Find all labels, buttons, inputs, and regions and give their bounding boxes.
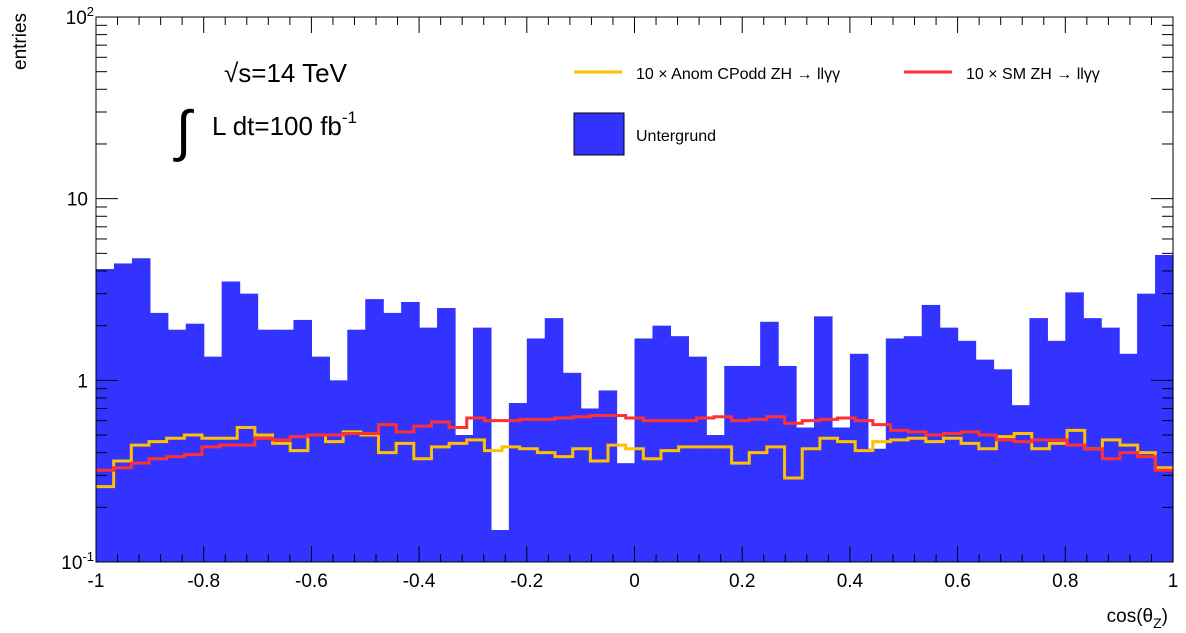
histogram-bar <box>706 435 725 562</box>
y-tick-label: 1 <box>77 371 88 392</box>
histogram-bar <box>831 427 851 562</box>
histogram-bar <box>490 530 510 562</box>
histogram-bar <box>742 365 761 562</box>
histogram-bar <box>311 356 330 562</box>
histogram-bar <box>257 329 277 562</box>
x-tick-label: -1 <box>88 571 105 592</box>
y-tick-label: 10-1 <box>61 549 94 574</box>
histogram-bar <box>849 353 869 562</box>
histogram-bar <box>131 258 151 562</box>
histogram-bar <box>329 380 348 562</box>
x-tick-label: -0.4 <box>403 571 436 592</box>
histogram-bar <box>1011 405 1030 562</box>
x-tick-label: 1 <box>1168 571 1179 592</box>
histogram-bar <box>544 318 564 562</box>
background-histogram <box>96 254 1174 563</box>
legend-fill-swatch <box>573 112 625 156</box>
histogram-bar <box>275 329 295 562</box>
histogram-bar <box>96 269 115 562</box>
histogram-bar <box>1083 318 1102 562</box>
histogram-bar <box>383 312 402 562</box>
sm-step-line <box>96 414 1173 472</box>
svg-text:√s=14 TeV: √s=14 TeV <box>224 58 348 88</box>
histogram-bar <box>580 408 600 562</box>
x-tick-labels: -1 -0.8 -0.6 -0.4 -0.2 0 0.2 0.4 0.6 0.8 1 <box>88 571 1179 592</box>
histogram-bar <box>455 435 474 562</box>
histogram-bar <box>867 448 887 562</box>
histogram-bar <box>365 299 384 562</box>
x-tick-label: 0.2 <box>729 571 755 592</box>
histogram-bar <box>760 321 779 562</box>
legend: 10 × Anom CPodd ZH → llγγ 10 × SM ZH → ll… <box>573 66 1100 156</box>
y-tick-label: 102 <box>66 4 94 29</box>
legend-label: Untergrund <box>636 128 716 145</box>
histogram-bar <box>149 312 169 562</box>
x-tick-label: 0.6 <box>944 571 970 592</box>
legend-label: 10 × SM ZH → llγγ <box>966 66 1100 83</box>
signal-lines <box>96 414 1173 489</box>
histogram-bar <box>652 325 671 562</box>
x-tick-label: 0.8 <box>1052 571 1078 592</box>
histogram-bar <box>113 263 133 562</box>
histogram-bar <box>221 281 241 562</box>
x-tick-label: -0.2 <box>510 571 543 592</box>
x-tick-label: 0 <box>629 571 640 592</box>
x-axis-label: cos(θZ) <box>1107 606 1168 631</box>
y-tick-labels: 10-1 1 10 102 <box>61 4 94 574</box>
histogram-bar <box>885 338 905 562</box>
y-axis-label: entries <box>10 13 31 70</box>
histogram-bar <box>688 356 707 562</box>
histogram-bar <box>1119 353 1138 562</box>
histogram-bar <box>508 403 528 562</box>
histogram-bar <box>1047 340 1066 562</box>
histogram-bar <box>993 369 1013 562</box>
x-tick-label: 0.4 <box>837 571 864 592</box>
cpodd-step-line <box>96 426 1173 489</box>
histogram-bar <box>796 427 815 562</box>
histogram-bar <box>1101 327 1120 562</box>
histogram-bar <box>437 308 456 562</box>
histogram-bar <box>903 336 923 562</box>
histogram-bar <box>1137 293 1156 562</box>
histogram-bar <box>939 327 959 562</box>
histogram-bar <box>616 463 636 562</box>
x-tick-label: -0.8 <box>187 571 220 592</box>
histogram-bar <box>203 356 223 562</box>
histogram-bar <box>957 340 977 562</box>
histogram-bar <box>598 390 618 562</box>
histogram-bar <box>1065 292 1084 562</box>
x-tick-label: -0.6 <box>295 571 328 592</box>
y-tick-label: 10 <box>67 190 88 211</box>
histogram-bar <box>472 327 492 562</box>
histogram-bar <box>167 329 187 562</box>
histogram-bar <box>562 372 582 562</box>
svg-text:∫: ∫ <box>173 99 194 162</box>
svg-text:L dt=100 fb-1: L dt=100 fb-1 <box>212 108 357 141</box>
legend-label: 10 × Anom CPodd ZH → llγγ <box>636 66 840 83</box>
histogram-bar <box>778 365 797 562</box>
histogram-bar <box>975 359 995 562</box>
histogram-bar <box>185 323 205 562</box>
histogram-bar <box>419 327 438 562</box>
luminosity-annotation: ∫ L dt=100 fb-1 <box>173 99 357 162</box>
histogram-bar <box>293 319 312 562</box>
axis-ticks <box>95 17 1174 563</box>
histogram-bar <box>921 304 941 562</box>
energy-annotation: √s=14 TeV <box>224 58 348 88</box>
histogram-bar <box>347 329 366 562</box>
